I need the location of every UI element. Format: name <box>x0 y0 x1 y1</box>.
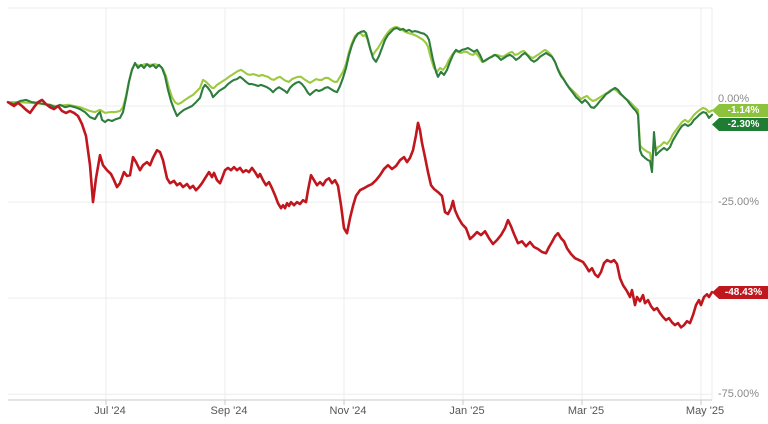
x-tick-label: Jul '24 <box>94 405 126 417</box>
x-tick-label: Nov '24 <box>329 405 367 417</box>
series-line-red <box>6 98 714 329</box>
end-badge-dark-green: -2.30% <box>712 118 768 131</box>
series-line-dark-green <box>6 26 714 174</box>
end-badge-light-green: -1.14% <box>712 104 768 117</box>
x-tick-label: May '25 <box>685 405 725 417</box>
x-tick-label: Jan '25 <box>449 405 485 417</box>
y-tick-label: 0.00% <box>718 93 750 105</box>
end-badge-red: -48.43% <box>712 286 768 299</box>
series-line-light-green <box>6 25 714 167</box>
x-tick-label: Sep '24 <box>210 405 248 417</box>
x-tick-label: Mar '25 <box>567 405 605 417</box>
y-tick-label: -25.00% <box>718 196 759 209</box>
y-tick-label: -75.00% <box>718 388 759 401</box>
